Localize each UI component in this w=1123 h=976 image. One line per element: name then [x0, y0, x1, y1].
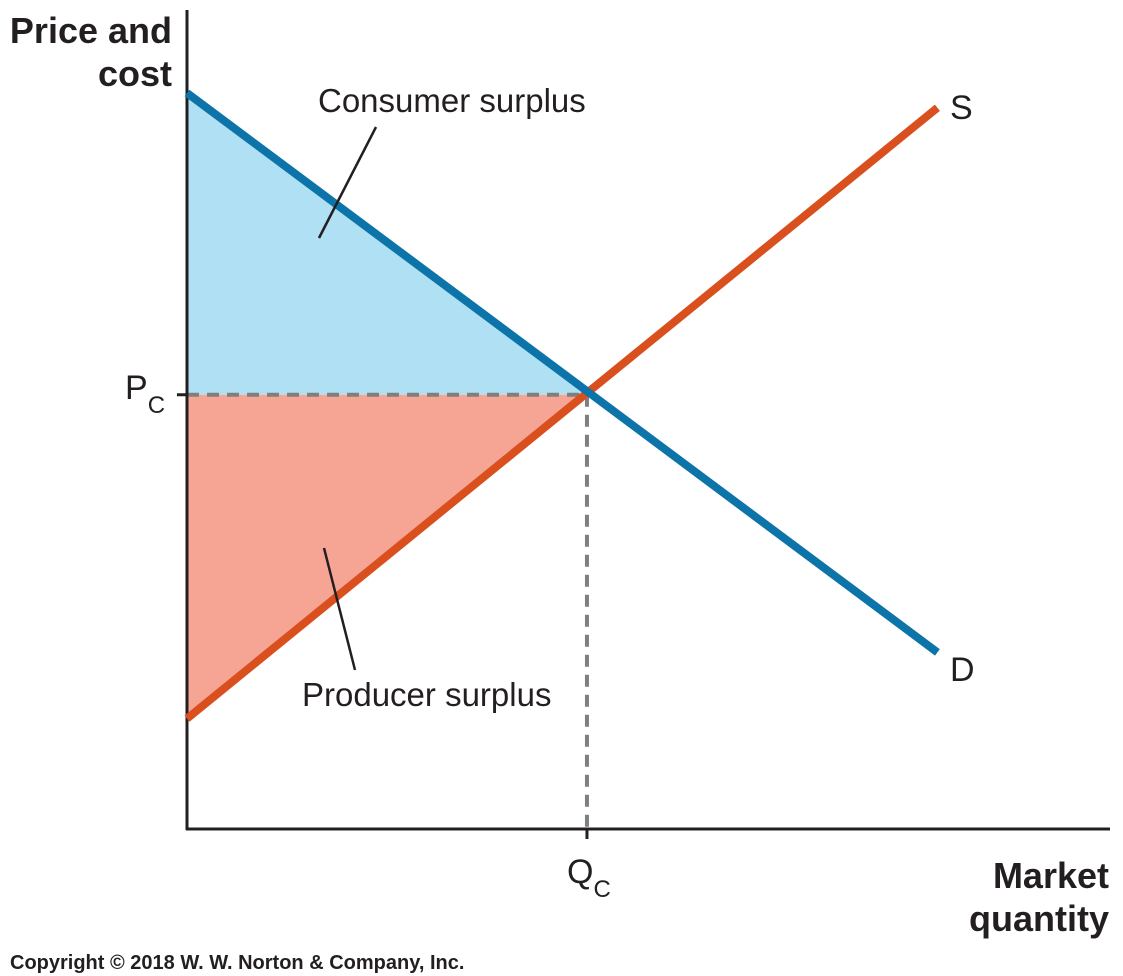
- x-tick-main: Q: [567, 853, 593, 891]
- x-tick-label-qc: QC: [567, 853, 611, 903]
- producer-surplus-label: Producer surplus: [302, 676, 551, 713]
- demand-curve: [184, 89, 940, 656]
- copyright-text: Copyright © 2018 W. W. Norton & Company,…: [10, 952, 464, 974]
- producer-surplus-pointer: [322, 547, 357, 671]
- y-tick-sub: C: [148, 392, 165, 419]
- supply-curve-label: S: [950, 89, 973, 127]
- x-tick-sub: C: [593, 876, 610, 903]
- y-axis-label-line-1: Price and: [10, 10, 172, 51]
- y-tick-label-pc: PC: [125, 369, 165, 419]
- x-axis-label-line-2: quantity: [969, 898, 1109, 939]
- consumer-surplus-label: Consumer surplus: [318, 82, 586, 119]
- supply-curve: [184, 104, 940, 722]
- x-axis-label-line-1: Market: [993, 855, 1109, 896]
- y-tick-main: P: [125, 369, 148, 407]
- consumer-surplus-pointer: [317, 126, 378, 239]
- demand-curve-label: D: [950, 651, 975, 689]
- y-axis-label-line-2: cost: [98, 53, 172, 94]
